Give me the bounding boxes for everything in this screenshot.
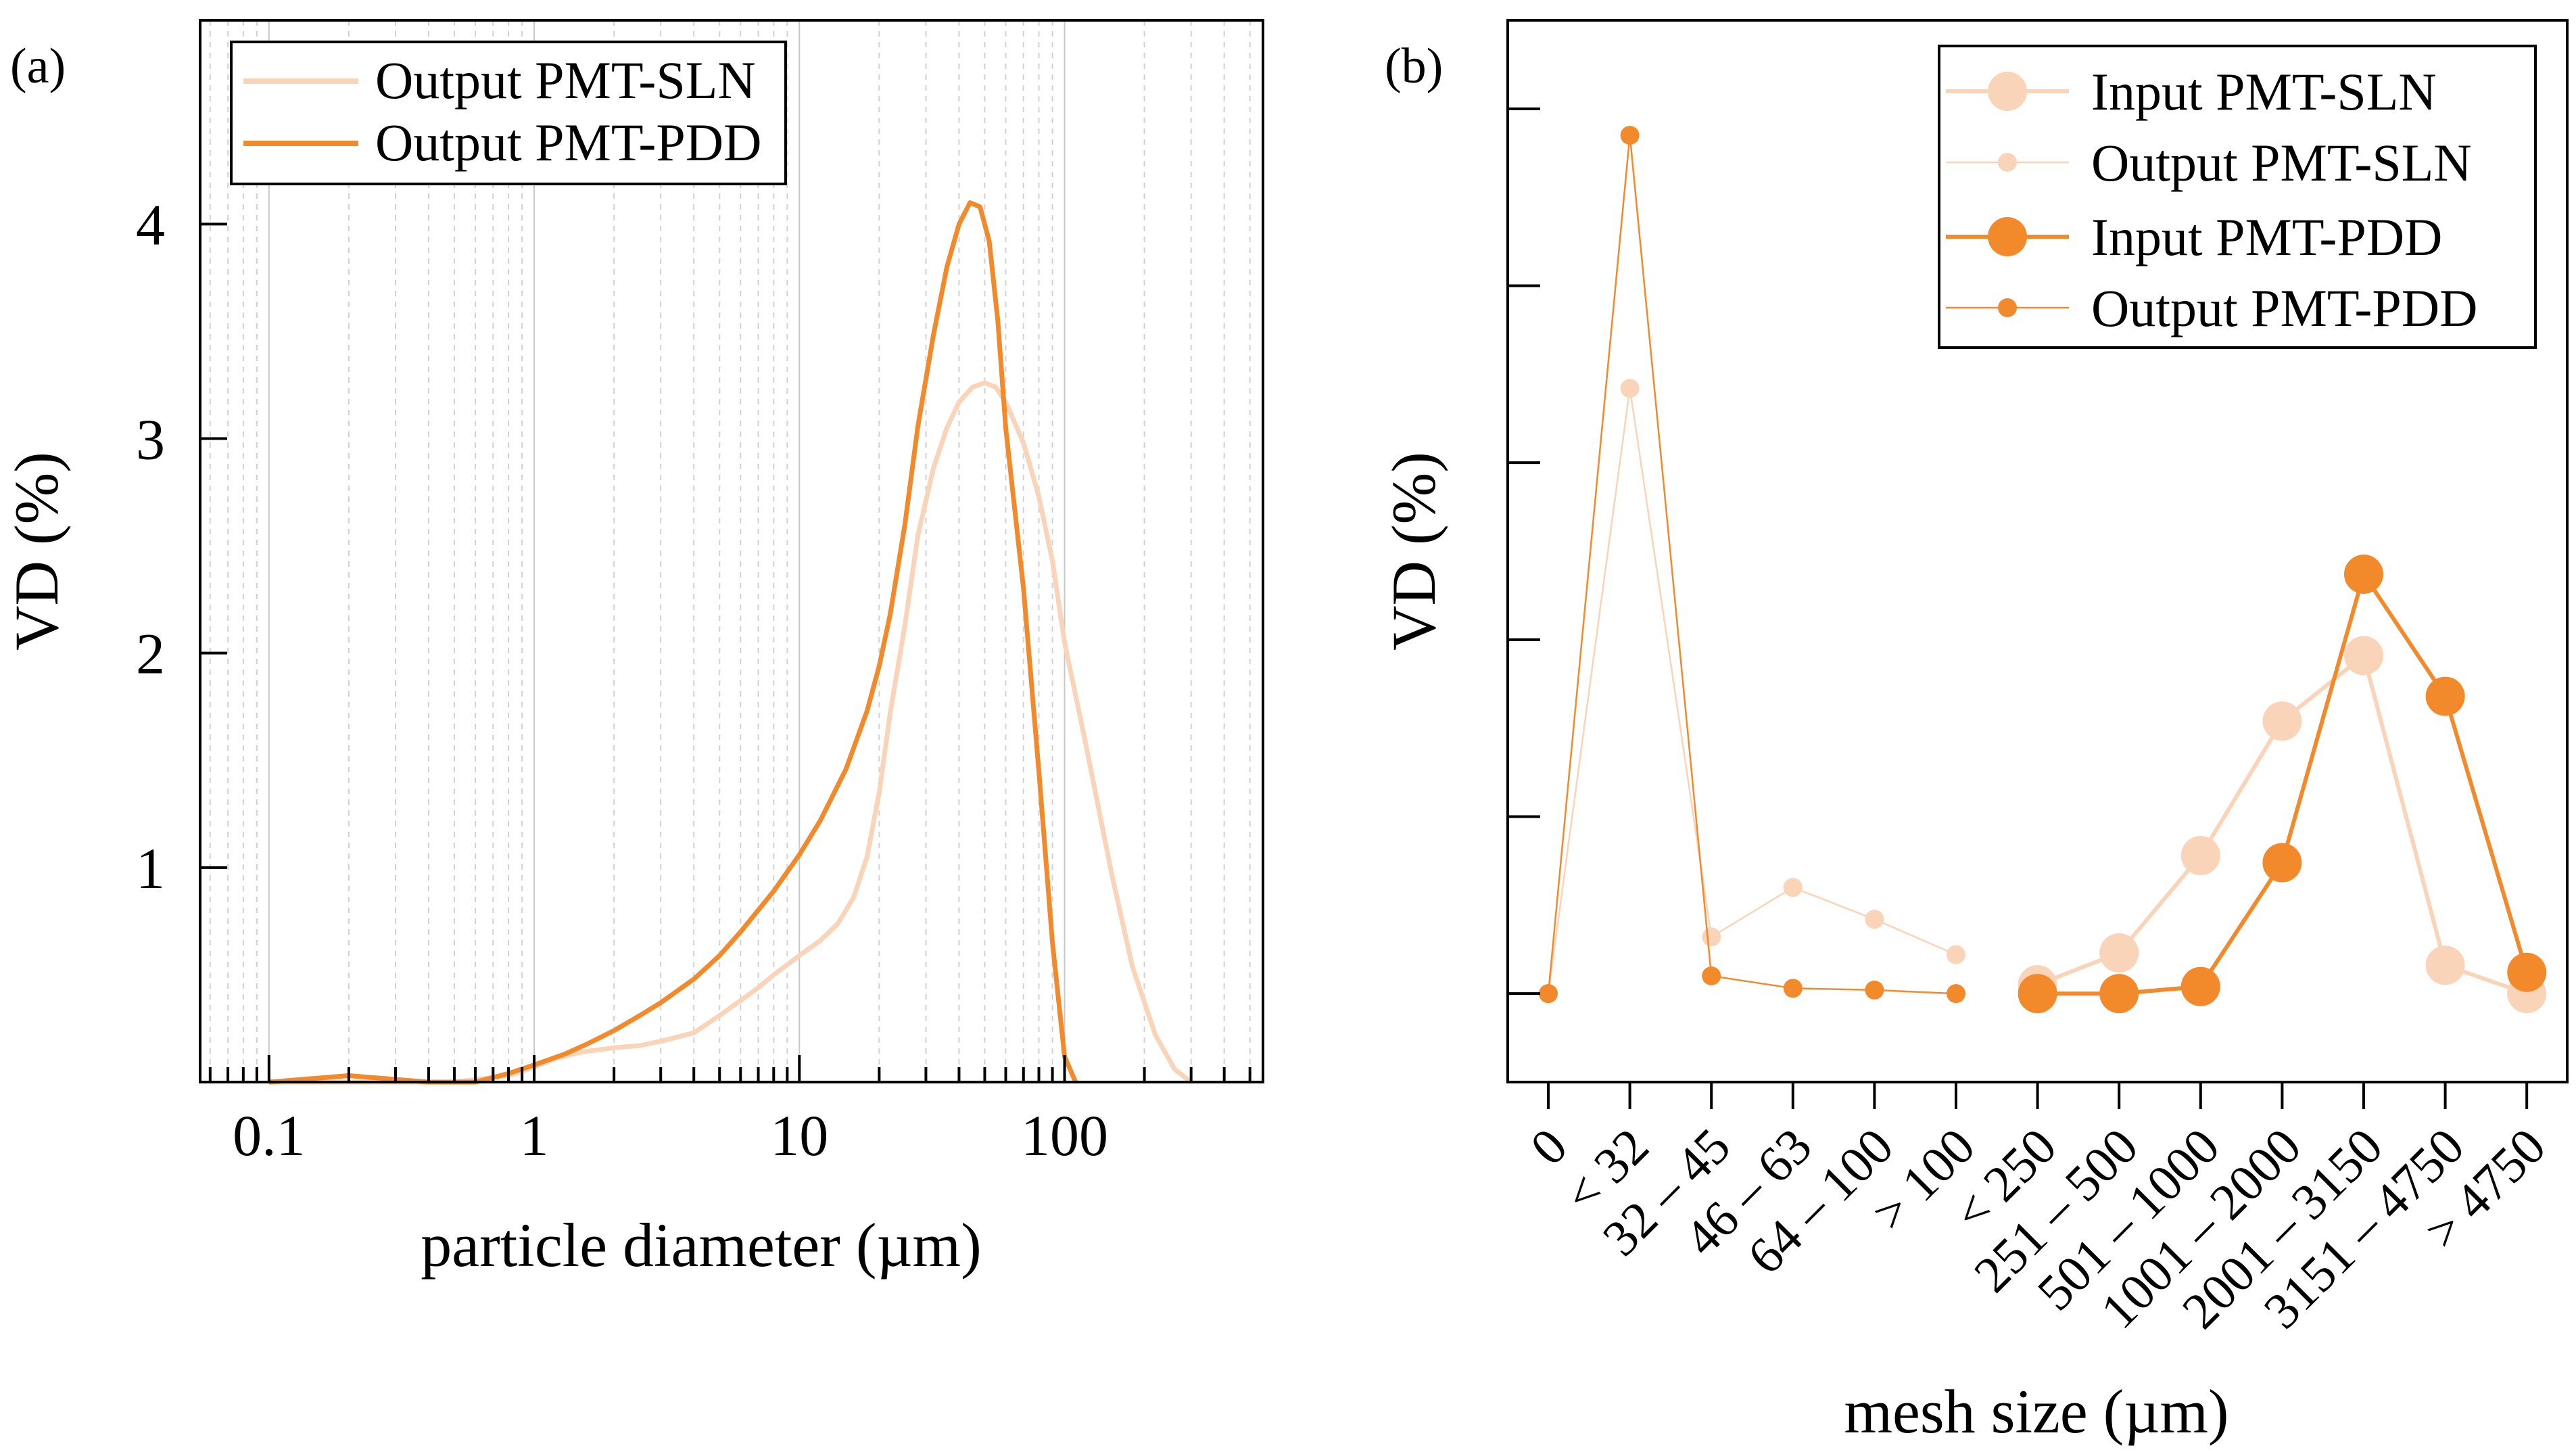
- data-point-input-pmt-pdd: [2507, 952, 2547, 992]
- panel-a-legend: Output PMT-SLN Output PMT-PDD: [230, 41, 787, 185]
- panel-a-series: [268, 200, 1193, 1085]
- legend-b-label-input-sln: Input PMT-SLN: [2091, 62, 2437, 121]
- data-point-output-pmt-sln: [1947, 945, 1965, 964]
- data-point-input-pmt-sln: [2344, 636, 2383, 676]
- data-point-output-pmt-pdd: [1620, 126, 1640, 145]
- data-point-input-pmt-pdd: [2180, 966, 2220, 1006]
- legend-b-label-output-sln: Output PMT-SLN: [2091, 133, 2472, 192]
- panel-a-y-axis-title: VD (%): [2, 452, 71, 651]
- series-line-output-pmt-pdd: [1547, 134, 1957, 995]
- panel-b-label: (b): [1385, 39, 1443, 94]
- data-point-output-pmt-pdd: [1783, 979, 1803, 998]
- panel-a-gridlines: [209, 20, 1251, 1082]
- data-point-output-pmt-pdd: [1947, 984, 1965, 1004]
- data-point-output-pmt-sln: [1620, 379, 1640, 398]
- data-point-output-pmt-pdd: [1865, 980, 1884, 1000]
- legend-a-label-sln: Output PMT-SLN: [375, 51, 756, 110]
- data-point-input-pmt-sln: [2262, 701, 2302, 741]
- panel-a-label: (a): [10, 39, 66, 94]
- legend-b-label-output-pdd: Output PMT-PDD: [2091, 279, 2477, 337]
- series-line-output-pmt-sln: [1547, 388, 1957, 994]
- panel-a-plot-frame: [199, 19, 1264, 1083]
- legend-b-label-input-pdd: Input PMT-PDD: [2091, 208, 2442, 266]
- series-line-input-pmt-pdd: [2037, 572, 2529, 996]
- series-line-output-pmt-sln: [268, 380, 1193, 1085]
- data-point-input-pmt-pdd: [2099, 974, 2139, 1014]
- data-point-output-pmt-sln: [1783, 878, 1803, 897]
- data-point-input-pmt-pdd: [2018, 974, 2057, 1014]
- data-point-input-pmt-pdd: [2425, 676, 2465, 716]
- legend-b-marker-input-pdd: [1988, 217, 2027, 256]
- data-point-input-pmt-pdd: [2262, 843, 2302, 883]
- y-tick-label: 1: [136, 836, 165, 901]
- panel-b-series: [1539, 126, 2547, 1014]
- series-line-output-pmt-pdd: [268, 200, 1078, 1085]
- x-tick-label: 0.1: [233, 1103, 306, 1168]
- legend-b-marker-output-pdd: [1998, 298, 2017, 317]
- legend-a-label-pdd: Output PMT-PDD: [375, 113, 761, 172]
- data-point-input-pmt-sln: [2180, 836, 2220, 876]
- data-point-output-pmt-pdd: [1539, 984, 1558, 1004]
- x-tick-label: 1: [520, 1103, 549, 1168]
- y-tick-label: 3: [136, 406, 165, 471]
- data-point-input-pmt-pdd: [2344, 555, 2383, 594]
- x-tick-label: 100: [1021, 1103, 1108, 1168]
- panel-a-x-axis-title: particle diameter (µm): [421, 1211, 981, 1280]
- panel-b-y-axis-title: VD (%): [1379, 452, 1448, 651]
- data-point-output-pmt-pdd: [1702, 966, 1721, 985]
- y-tick-label: 2: [136, 622, 165, 686]
- data-point-input-pmt-sln: [2099, 933, 2139, 973]
- legend-b-marker-input-sln: [1988, 72, 2027, 111]
- data-point-output-pmt-sln: [1865, 910, 1884, 929]
- x-tick-label: 10: [770, 1103, 828, 1168]
- panel-a: (a) 0.1 1 10 100 1 2 3 4 VD (%) particle diamet…: [2, 19, 1264, 1280]
- panel-b-legend: Input PMT-SLN Output PMT-SLN Input PMT-P…: [1938, 45, 2537, 349]
- data-point-input-pmt-sln: [2425, 945, 2465, 985]
- panel-b-x-axis-title: mesh size (µm): [1844, 1377, 2228, 1446]
- panel-b-legend-box: [1938, 45, 2537, 349]
- panel-a-ticks: 0.1 1 10 100 1 2 3 4: [136, 192, 1251, 1168]
- data-point-output-pmt-sln: [1702, 927, 1721, 947]
- legend-b-marker-output-sln: [1998, 153, 2017, 172]
- panel-a-legend-box: [230, 41, 787, 185]
- y-tick-label: 4: [136, 192, 165, 257]
